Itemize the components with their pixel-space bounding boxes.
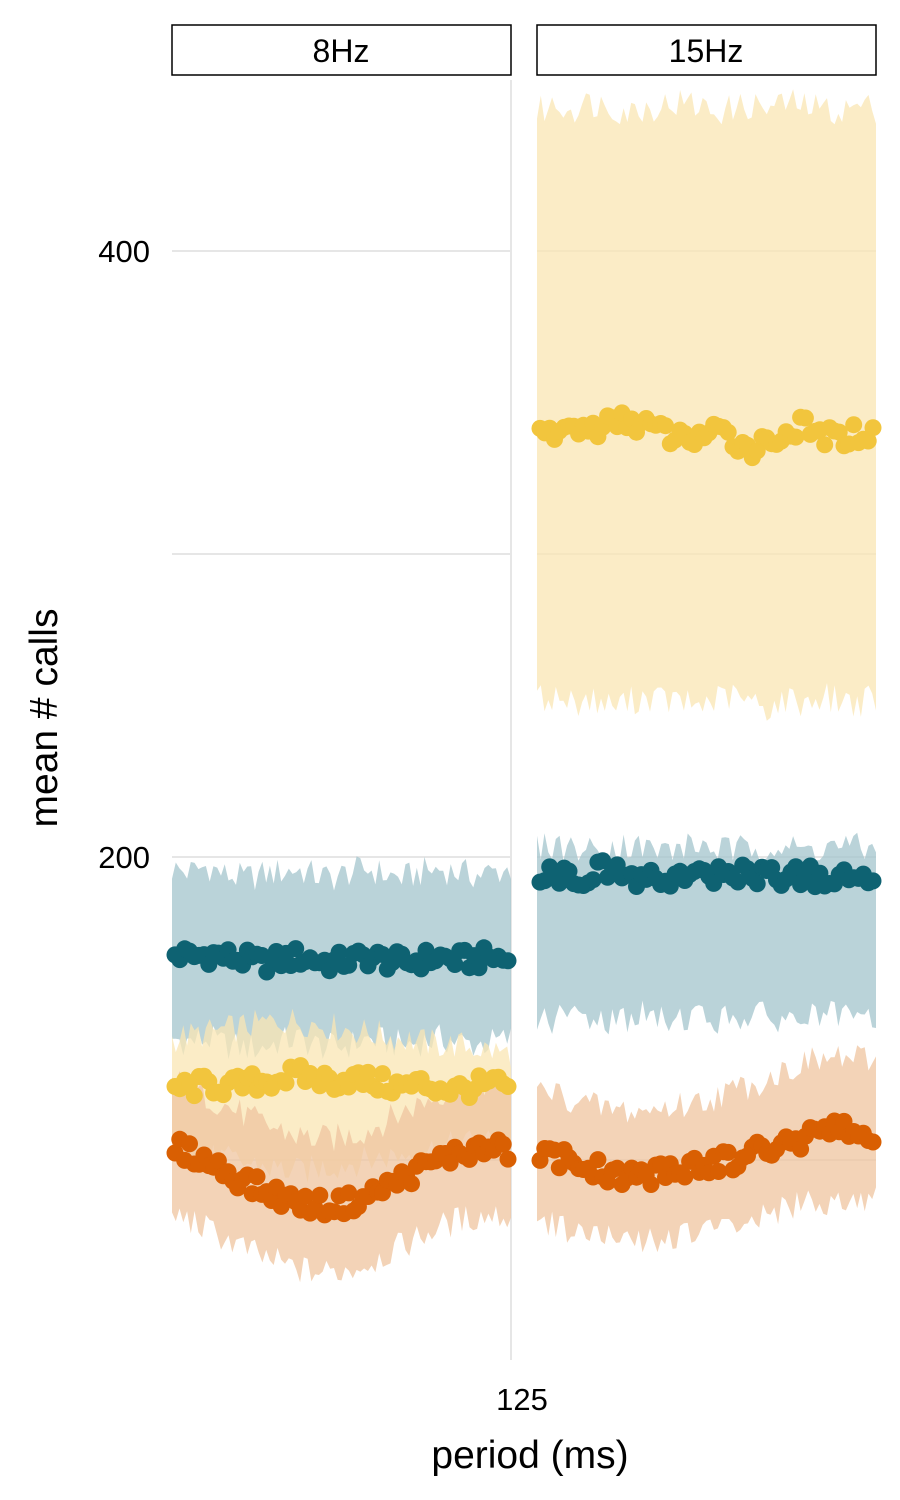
point-15Hz-yellow: [845, 416, 863, 434]
ribbon-15Hz-orange: [537, 1045, 876, 1253]
point-8Hz-teal: [446, 956, 464, 973]
point-15Hz-teal: [864, 872, 882, 890]
point-15Hz-orange: [589, 1151, 607, 1169]
point-15Hz-orange: [642, 1176, 660, 1193]
point-8Hz-orange: [340, 1184, 358, 1202]
point-8Hz-orange: [499, 1150, 517, 1168]
point-15Hz-teal: [748, 875, 766, 893]
point-15Hz-teal: [729, 873, 747, 891]
point-15Hz-yellow: [830, 423, 848, 441]
ribbon-15Hz-yellow: [537, 89, 876, 721]
point-15Hz-yellow: [748, 442, 766, 460]
y-tick-label-400: 400: [98, 234, 150, 269]
point-15Hz-teal: [550, 874, 568, 892]
y-tick-label-200: 200: [98, 840, 150, 875]
point-15Hz-orange: [864, 1133, 882, 1151]
point-8Hz-teal: [470, 959, 488, 977]
point-8Hz-yellow: [359, 1063, 377, 1081]
ribbon-8Hz-orange: [172, 1068, 511, 1283]
point-8Hz-teal: [258, 963, 276, 981]
point-8Hz-orange: [494, 1135, 512, 1153]
point-8Hz-orange: [248, 1168, 266, 1186]
point-8Hz-orange: [311, 1186, 329, 1204]
point-8Hz-orange: [209, 1152, 227, 1170]
point-8Hz-orange: [181, 1135, 198, 1153]
point-8Hz-teal: [287, 940, 305, 958]
x-tick-label: 125: [496, 1382, 548, 1417]
strip-label-15hz: 15Hz: [669, 33, 744, 69]
point-8Hz-teal: [330, 943, 348, 961]
point-8Hz-orange: [460, 1150, 478, 1168]
point-15Hz-yellow: [787, 428, 805, 446]
point-15Hz-teal: [584, 871, 602, 889]
point-15Hz-yellow: [719, 423, 737, 441]
point-8Hz-yellow: [374, 1065, 391, 1083]
panel-8hz: [166, 856, 517, 1283]
strip-8hz: 8Hz: [171, 24, 512, 76]
point-8Hz-yellow: [277, 1074, 295, 1092]
point-15Hz-yellow: [859, 432, 877, 450]
point-15Hz-yellow: [657, 417, 674, 435]
point-15Hz-yellow: [796, 409, 814, 427]
point-8Hz-teal: [499, 952, 517, 970]
panel-15hz: [531, 89, 882, 1253]
point-15Hz-orange: [676, 1168, 694, 1186]
point-8Hz-yellow: [499, 1078, 517, 1095]
strip-label-8hz: 8Hz: [313, 33, 370, 69]
point-15Hz-orange: [710, 1163, 728, 1180]
point-8Hz-orange: [296, 1187, 314, 1205]
point-8Hz-yellow: [185, 1087, 203, 1105]
point-15Hz-yellow: [864, 419, 882, 437]
y-axis-title: mean # calls: [23, 609, 66, 828]
point-15Hz-yellow: [816, 436, 834, 454]
point-15Hz-orange: [792, 1140, 810, 1158]
y-axis: 200 400: [98, 234, 150, 875]
point-8Hz-orange: [403, 1175, 420, 1193]
x-axis-title: period (ms): [431, 1434, 628, 1477]
strip-15hz: 15Hz: [536, 24, 877, 76]
point-15Hz-orange: [719, 1143, 737, 1161]
